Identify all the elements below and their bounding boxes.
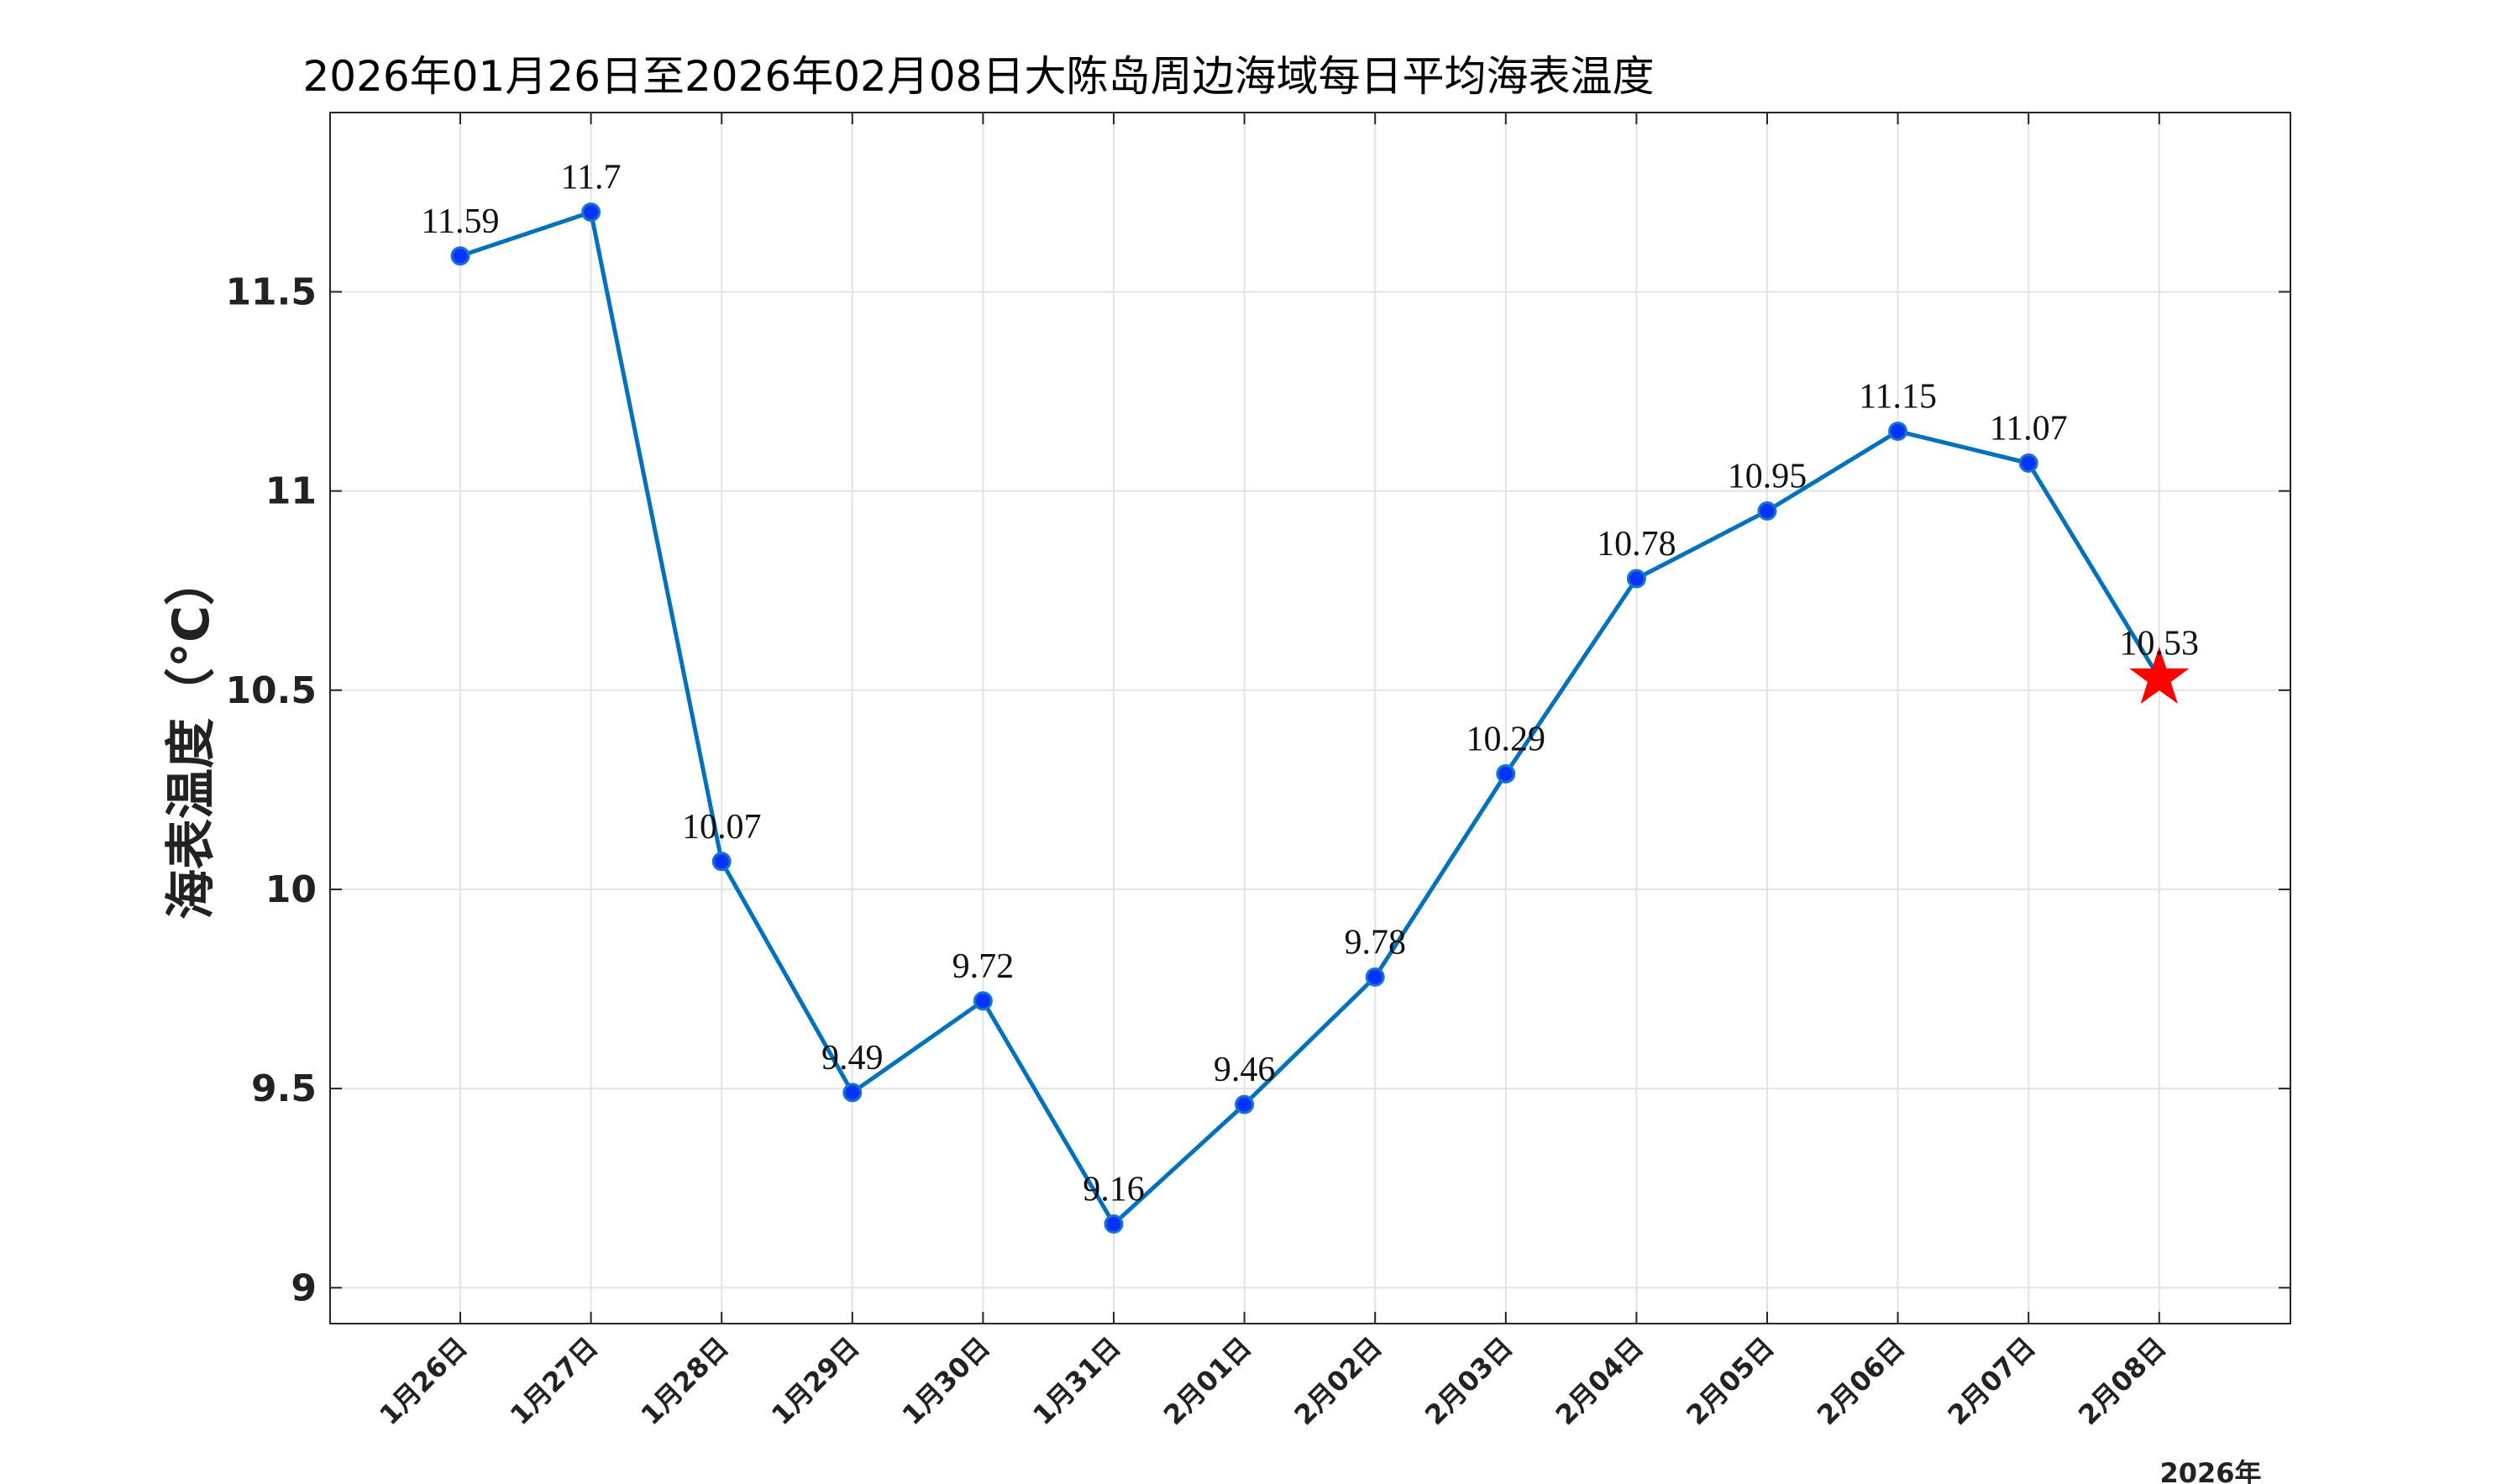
y-axis-ticks: 9 9.5 10 10.5 11 11.5	[225, 270, 317, 1309]
data-label: 10.95	[1728, 457, 1807, 496]
y-tick-label: 11.5	[225, 270, 317, 313]
x-tick-label: 1月31日	[1026, 1331, 1126, 1431]
data-labels: 11.59 11.7 10.07 9.49 9.72 9.16 9.46 9.78 10.29 1…	[422, 159, 2200, 1209]
x-tick-label: 1月30日	[896, 1331, 996, 1431]
data-label: 11.15	[1859, 377, 1937, 416]
data-point	[450, 246, 470, 266]
x-tick-label: 2月01日	[1157, 1331, 1257, 1431]
data-point	[842, 1083, 863, 1103]
y-tick-label: 10	[265, 868, 317, 911]
data-label: 9.72	[952, 947, 1015, 986]
data-point	[2018, 453, 2038, 473]
series-temperature	[450, 202, 2190, 1234]
data-label: 11.07	[1990, 409, 2068, 448]
data-point	[973, 991, 993, 1011]
x-tick-label: 1月27日	[504, 1331, 604, 1431]
data-point	[711, 852, 732, 872]
year-label: 2026年	[2159, 1457, 2261, 1484]
data-label: 10.78	[1597, 525, 1676, 564]
x-axis-ticks: 1月26日 1月27日 1月28日 1月29日 1月30日 1月31日 2月01日 2月02日…	[373, 1331, 2172, 1431]
plot-area-frame	[329, 112, 2291, 1324]
data-label: 10.53	[2120, 625, 2200, 663]
data-point	[1757, 501, 1777, 521]
y-axis-label: 海表温度（°C）	[162, 555, 221, 920]
data-point	[581, 202, 601, 223]
grid-lines	[330, 113, 2290, 1324]
x-tick-label: 2月08日	[2072, 1331, 2172, 1431]
data-label: 9.46	[1214, 1051, 1276, 1089]
chart-title: 2026年01月26日至2026年02月08日大陈岛周边海域每日平均海表温度	[303, 52, 1655, 101]
data-point	[1496, 763, 1516, 784]
data-point	[1104, 1214, 1124, 1234]
data-point	[1235, 1094, 1255, 1114]
x-tick-label: 2月03日	[1419, 1331, 1519, 1431]
y-tick-label: 11	[265, 470, 317, 513]
data-point-star	[2129, 647, 2190, 704]
tick-marks	[330, 113, 2290, 1324]
x-tick-label: 1月29日	[765, 1331, 865, 1431]
data-label: 11.7	[561, 159, 622, 197]
data-label: 9.78	[1344, 923, 1406, 962]
x-tick-label: 2月04日	[1550, 1331, 1650, 1431]
data-point	[1888, 421, 1908, 441]
x-tick-label: 1月26日	[373, 1331, 473, 1431]
x-tick-label: 2月06日	[1811, 1331, 1911, 1431]
data-label: 10.07	[682, 808, 762, 847]
y-tick-label: 10.5	[225, 669, 317, 712]
y-tick-label: 9.5	[251, 1067, 317, 1110]
data-label: 11.59	[422, 202, 500, 241]
data-label: 10.29	[1466, 720, 1546, 758]
series-line	[459, 210, 2161, 1226]
data-point	[1626, 569, 1646, 589]
x-tick-label: 2月05日	[1680, 1331, 1780, 1431]
data-label: 9.49	[821, 1039, 884, 1078]
x-tick-label: 2月07日	[1941, 1331, 2041, 1431]
x-tick-label: 1月28日	[634, 1331, 734, 1431]
x-tick-label: 2月02日	[1288, 1331, 1388, 1431]
data-label: 9.16	[1083, 1170, 1145, 1209]
y-tick-label: 9	[291, 1266, 317, 1309]
data-point	[1365, 967, 1385, 987]
